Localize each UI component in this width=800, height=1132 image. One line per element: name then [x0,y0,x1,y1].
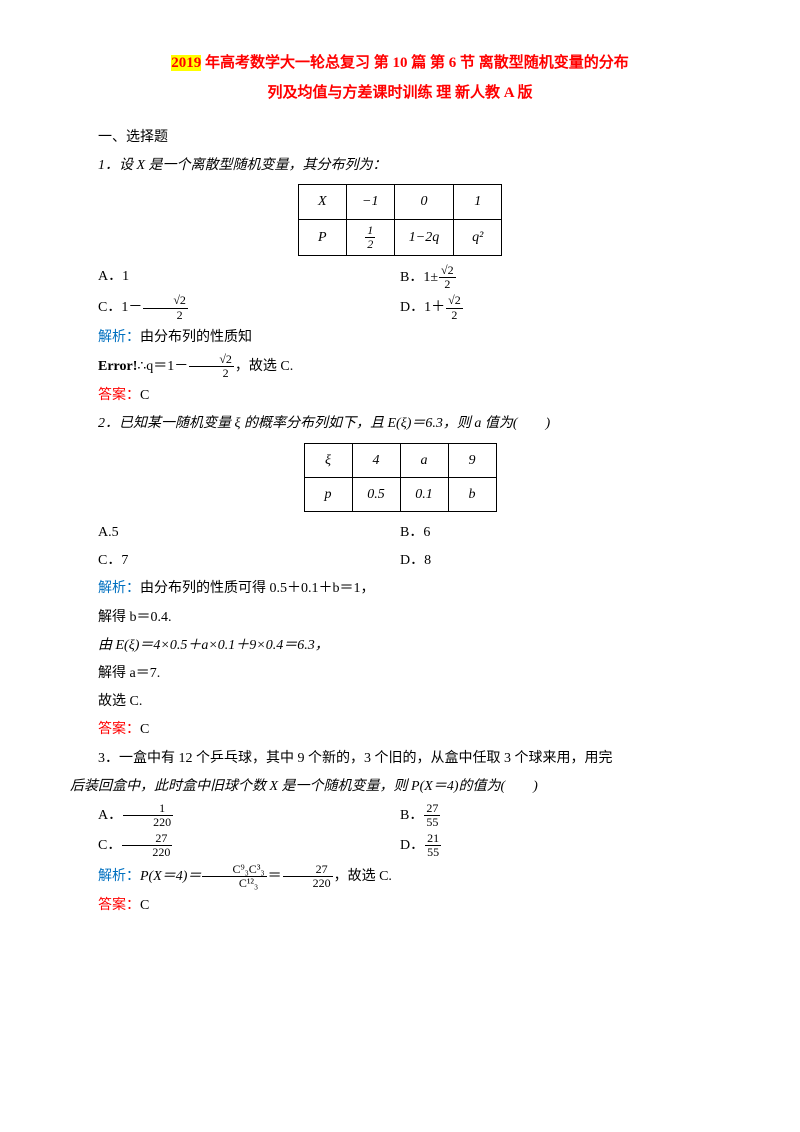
answer-label: 答案： [98,388,140,403]
title-highlight: 2019 [171,55,201,71]
q3-stem-1: 3．一盒中有 12 个乒乓球，其中 9 个新的，3 个旧的，从盒中任取 3 个球… [70,746,730,771]
q2-line2: 解得 b＝0.4. [70,605,730,630]
table-row: p 0.5 0.1 b [304,477,496,511]
q1-opt-a: A．1 [70,264,400,291]
analysis-label: 解析： [98,869,140,884]
q2-line4: 解得 a＝7. [70,661,730,686]
q2-options-row-1: A.5 B．6 [70,520,730,545]
analysis-label: 解析： [98,330,140,345]
q1-opt-c: C．1－√22 [70,294,400,321]
table-row: ξ 4 a 9 [304,443,496,477]
q1-options-row-2: C．1－√22 D．1＋√22 [70,294,730,321]
analysis-label: 解析： [98,581,140,596]
q1-opt-d: D．1＋√22 [400,294,730,321]
table-row: X −1 0 1 [298,185,501,219]
q2-line5: 故选 C. [70,689,730,714]
q2-opt-a: A.5 [70,520,400,545]
q1-stem: 1．设 X 是一个离散型随机变量，其分布列为： [70,153,730,178]
q2-opt-b: B．6 [400,520,730,545]
q3-stem-2: 后装回盒中，此时盒中旧球个数 X 是一个随机变量，则 P(X＝4)的值为( ) [70,774,730,799]
error-bold: Error! [98,359,137,374]
section-heading: 一、选择题 [70,125,730,150]
q2-options-row-2: C．7 D．8 [70,548,730,573]
title-rest: 年高考数学大一轮总复习 第 10 篇 第 6 节 离散型随机变量的分布 [201,55,629,71]
fraction: 12 [365,224,375,251]
fraction: √22 [189,353,234,380]
q3-options-row-2: C．27220 D．2155 [70,832,730,859]
q1-opt-b: B．1±√22 [400,264,730,291]
q1-options-row-1: A．1 B．1±√22 [70,264,730,291]
q2-opt-d: D．8 [400,548,730,573]
q1-answer: 答案：C [70,383,730,408]
answer-label: 答案： [98,898,140,913]
title-line-1: 2019 年高考数学大一轮总复习 第 10 篇 第 6 节 离散型随机变量的分布 [70,50,730,77]
title-line-2: 列及均值与方差课时训练 理 新人教 A 版 [70,80,730,107]
q3-opt-a: A．1220 [70,802,400,829]
answer-label: 答案： [98,722,140,737]
fraction: 27220 [283,863,333,890]
q3-answer: 答案：C [70,893,730,918]
q3-analysis: 解析：P(X＝4)＝C⁹₃C³₃C¹²₃＝27220，故选 C. [70,863,730,890]
q2-opt-c: C．7 [70,548,400,573]
q3-opt-b: B．2755 [400,802,730,829]
q3-opt-d: D．2155 [400,832,730,859]
q1-table: X −1 0 1 P 12 1−2q q² [298,184,502,256]
q1-error-line: Error!∴q＝1－√22，故选 C. [70,353,730,380]
q3-opt-c: C．27220 [70,832,400,859]
q1-analysis: 解析：由分布列的性质知 [70,325,730,350]
q2-analysis: 解析：由分布列的性质可得 0.5＋0.1＋b＝1， [70,576,730,601]
q3-options-row-1: A．1220 B．2755 [70,802,730,829]
table-row: P 12 1−2q q² [298,219,501,255]
q2-table: ξ 4 a 9 p 0.5 0.1 b [304,443,497,512]
q2-line3: 由 E(ξ)＝4×0.5＋a×0.1＋9×0.4＝6.3， [70,633,730,658]
q2-answer: 答案：C [70,717,730,742]
q2-stem: 2．已知某一随机变量 ξ 的概率分布列如下，且 E(ξ)＝6.3，则 a 值为(… [70,411,730,436]
fraction: C⁹₃C³₃C¹²₃ [202,863,266,890]
